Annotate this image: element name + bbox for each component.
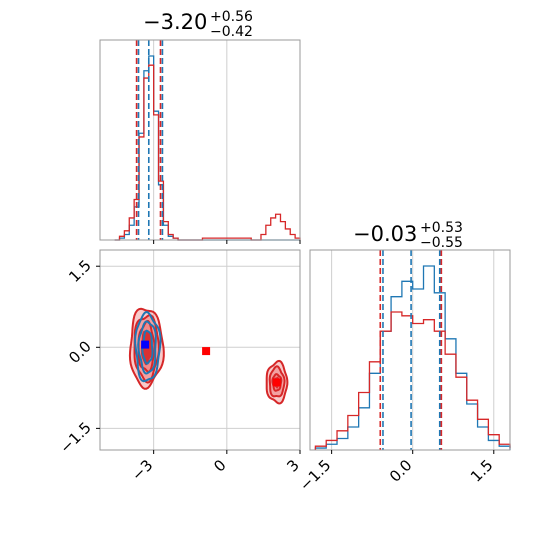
joint-y-tick-label-1: 0.0 (65, 337, 95, 367)
joint-x-tick-label-0: −3 (128, 456, 156, 484)
title-param1-median: −3.20 (143, 10, 207, 34)
joint-y-tick-label-2: 1.5 (65, 256, 95, 286)
contour-2-level-1 (137, 320, 157, 375)
title-param2-median: −0.03 (353, 222, 417, 246)
marginal-histogram-param2: −1.5 0.0 1.5 (296, 249, 511, 495)
title-param1-plus: +0.56 (210, 9, 253, 25)
x-tick-label-1: 0.0 (386, 456, 416, 486)
joint-x-tick-label-1: 0 (210, 456, 229, 475)
title-param2-minus: −0.55 (420, 235, 463, 251)
title-param1: −3.20 +0.56 −0.42 (143, 9, 253, 40)
marker-2 (272, 378, 281, 387)
histogram-series-1 (314, 311, 511, 450)
x-tick-label-2: 1.5 (467, 456, 497, 486)
title-param2-plus: +0.53 (420, 220, 463, 236)
x-tick-label-0: −1.5 (296, 456, 334, 494)
joint-contour-panel: −3 0 3 −1.5 0.0 1.5 (56, 249, 303, 484)
histogram-series-0 (114, 55, 300, 241)
panel-frame (99, 39, 301, 241)
histogram-series-0 (314, 265, 511, 450)
panel-frame (309, 249, 511, 451)
marker-0 (141, 340, 150, 349)
marker-1 (202, 347, 211, 356)
histogram-series-1 (114, 64, 301, 241)
marginal-histogram-param1 (99, 39, 301, 244)
panel-frame (99, 249, 301, 451)
joint-x-tick-label-2: 3 (283, 456, 302, 475)
title-param2: −0.03 +0.53 −0.55 (353, 220, 463, 251)
contour-2-level-0 (134, 310, 162, 383)
joint-y-tick-label-0: −1.5 (56, 418, 94, 456)
title-param1-minus: −0.42 (210, 24, 253, 40)
